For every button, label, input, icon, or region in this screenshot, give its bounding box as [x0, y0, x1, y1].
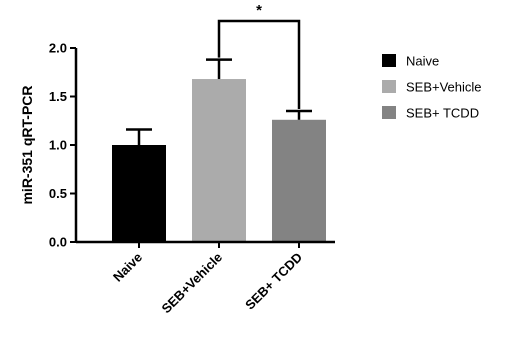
legend-label: Naive	[406, 54, 439, 69]
significance-label: *	[256, 2, 262, 19]
y-tick-label: 1.5	[49, 89, 67, 104]
bars-layer	[112, 79, 326, 242]
bar-seb-tcdd	[272, 119, 326, 242]
significance-bracket-line	[217, 19, 301, 110]
x-tick-label-naive: Naive	[110, 250, 145, 285]
y-tick-label: 1.0	[49, 138, 67, 153]
bar-seb-vehicle	[192, 79, 246, 242]
bar-naive	[112, 145, 166, 242]
legend-item-naive: Naive	[382, 54, 439, 69]
legend-swatch	[382, 80, 396, 93]
error-bar-naive	[126, 128, 152, 145]
legend: Naive SEB+Vehicle SEB+ TCDD	[382, 54, 482, 121]
error-bar-seb-vehicle	[206, 58, 232, 80]
error-bars-layer	[126, 58, 312, 145]
significance-layer: *	[217, 2, 301, 110]
x-tick-label-seb-tcdd: SEB+ TCDD	[242, 250, 305, 313]
significance-bracket: *	[217, 2, 301, 110]
legend-label: SEB+ TCDD	[406, 106, 479, 121]
y-tick-label: 0.0	[49, 235, 67, 250]
y-tick-label: 2.0	[49, 41, 67, 56]
legend-item-seb-vehicle: SEB+Vehicle	[382, 80, 482, 95]
legend-swatch	[382, 106, 396, 119]
error-bar-seb-tcdd	[286, 109, 312, 120]
x-tick-label-seb-vehicle: SEB+Vehicle	[159, 250, 226, 317]
y-tick-label: 0.5	[49, 186, 67, 201]
y-axis-title: miR-351 qRT-PCR	[19, 85, 35, 204]
legend-label: SEB+Vehicle	[406, 80, 482, 95]
legend-item-seb-tcdd: SEB+ TCDD	[382, 106, 479, 121]
legend-swatch	[382, 54, 396, 67]
